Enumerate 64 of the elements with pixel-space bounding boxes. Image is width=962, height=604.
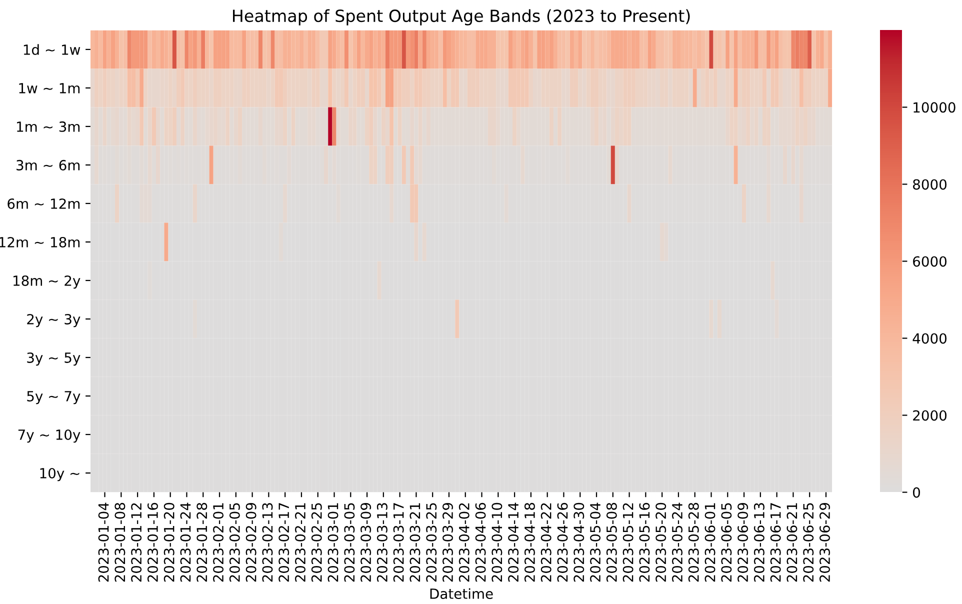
x-tick-label: 2023-06-13 — [754, 503, 764, 582]
y-tick-label: 1m ~ 3m — [17, 121, 80, 132]
x-tick-label: 2023-05-04 — [590, 502, 601, 582]
x-tick-label: 2023-05-20 — [656, 502, 666, 582]
x-tick-label: 2023-02-17 — [278, 503, 290, 582]
x-tick-label: 2023-06-17 — [770, 503, 781, 582]
x-tick-label: 2023-03-09 — [360, 502, 372, 582]
color-bar-label: 8000 — [913, 179, 946, 190]
x-tick-label: 2023-03-21 — [410, 503, 420, 582]
x-tick-label: 2023-04-18 — [524, 502, 535, 582]
x-tick-label: 2023-03-01 — [328, 503, 338, 582]
x-tick-label: 2023-06-29 — [820, 502, 830, 582]
y-tick-label: 1w ~ 1m — [19, 83, 80, 94]
x-tick-label: 2023-04-10 — [492, 502, 502, 582]
y-tick-label: 3m ~ 6m — [16, 160, 80, 170]
x-tick-label: 2023-06-09 — [738, 502, 748, 582]
x-tick-label: 2023-01-04 — [98, 502, 109, 582]
x-tick-label: 2023-05-16 — [639, 502, 650, 582]
x-axis-title: Datetime — [430, 588, 493, 600]
x-tick-label: 2023-02-09 — [246, 502, 256, 582]
x-tick-label: 2023-03-17 — [393, 503, 404, 582]
color-bar-label: 0 — [912, 487, 920, 498]
x-tick-label: 2023-02-13 — [262, 503, 273, 582]
x-tick-label: 2023-06-25 — [803, 503, 814, 582]
x-tick-label: 2023-06-21 — [786, 503, 798, 582]
x-tick-label: 2023-03-29 — [442, 502, 454, 582]
x-tick-label: 2023-01-28 — [196, 502, 208, 582]
x-tick-label: 2023-02-25 — [311, 503, 322, 582]
x-tick-label: 2023-04-22 — [540, 503, 552, 582]
x-tick-label: 2023-06-05 — [721, 503, 732, 582]
x-tick-label: 2023-04-14 — [508, 502, 519, 582]
x-tick-label: 2023-05-08 — [606, 502, 617, 582]
color-bar-label: 2000 — [913, 410, 946, 421]
y-tick-label: 2y ~ 3y — [27, 314, 80, 328]
x-tick-label: 2023-03-13 — [376, 503, 388, 582]
x-tick-label: 2023-04-02 — [458, 503, 470, 582]
x-tick-label: 2023-01-12 — [131, 503, 142, 582]
x-tick-label: 2023-03-25 — [426, 503, 437, 582]
color-bar-label: 6000 — [913, 256, 946, 267]
x-tick-label: 2023-05-12 — [622, 503, 634, 582]
y-tick-label: 6m ~ 12m — [8, 198, 80, 209]
x-tick-label: 2023-01-16 — [147, 502, 158, 582]
x-tick-label: 2023-01-20 — [164, 502, 174, 582]
color-bar-label: 4000 — [912, 333, 946, 344]
color-bar-label: 10000 — [914, 102, 956, 113]
y-tick-label: 3y ~ 5y — [27, 352, 80, 366]
x-tick-label: 2023-05-24 — [672, 502, 682, 582]
x-tick-label: 2023-03-05 — [344, 503, 355, 582]
x-tick-label: 2023-04-30 — [574, 502, 584, 582]
y-tick-label: 5y ~ 7y — [27, 391, 80, 404]
x-tick-label: 2023-01-08 — [114, 502, 126, 582]
x-tick-label: 2023-06-01 — [704, 503, 716, 582]
y-tick-label: 1d ~ 1w — [24, 44, 80, 55]
x-tick-label: 2023-05-28 — [688, 502, 699, 582]
x-tick-label: 2023-04-06 — [475, 502, 486, 582]
x-tick-label: 2023-02-21 — [294, 503, 306, 582]
chart-title: Heatmap of Spent Output Age Bands (2023 to Present) — [233, 9, 690, 26]
y-tick-label: 18m ~ 2y — [14, 275, 80, 289]
y-tick-label: 7y ~ 10y — [18, 429, 80, 443]
y-tick-label: 10y ~ — [40, 468, 80, 482]
x-tick-label: 2023-02-01 — [213, 503, 224, 582]
x-tick-label: 2023-02-05 — [229, 503, 240, 582]
x-tick-label: 2023-04-26 — [557, 502, 568, 582]
x-tick-label: 2023-01-24 — [180, 502, 191, 582]
